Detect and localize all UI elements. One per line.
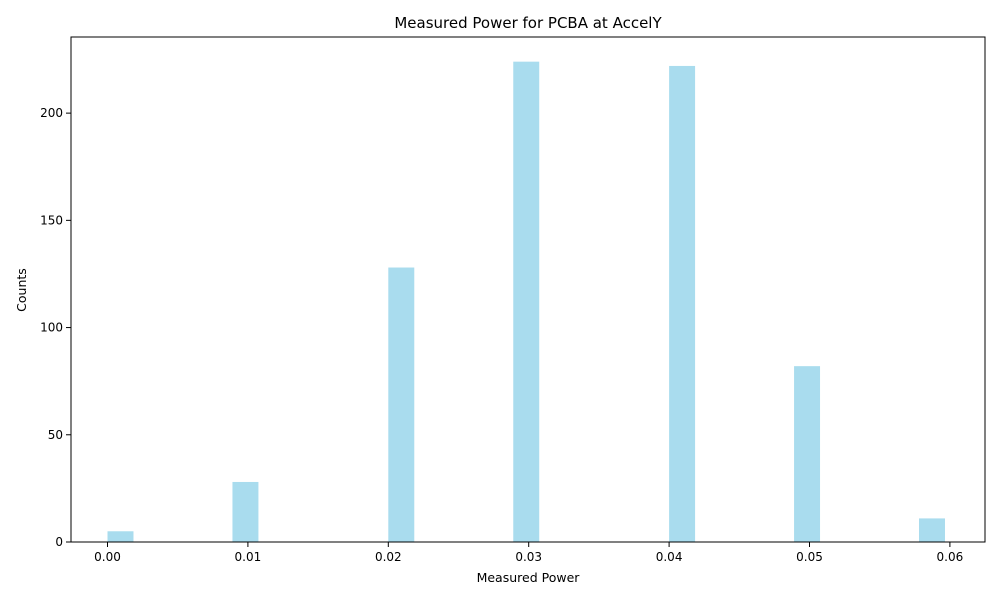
- bars: [107, 61, 945, 543]
- x-tick-label: 0.04: [656, 550, 683, 564]
- x-tick-label: 0.05: [796, 550, 823, 564]
- x-axis-ticks: 0.00 0.01 0.02 0.03 0.04 0.05 0.06: [94, 542, 963, 564]
- bar-5: [794, 366, 821, 542]
- x-axis-label: Measured Power: [477, 570, 581, 585]
- plot-frame: [70, 36, 986, 543]
- bar-4: [669, 65, 696, 543]
- x-tick-label: 0.03: [515, 550, 542, 564]
- y-tick-label: 50: [48, 428, 63, 442]
- bar-6: [919, 518, 945, 542]
- x-tick-label: 0.01: [235, 550, 262, 564]
- bar-1: [232, 481, 259, 542]
- y-tick-label: 200: [40, 106, 63, 120]
- y-axis-label: Counts: [14, 268, 29, 312]
- chart-title: Measured Power for PCBA at AccelY: [394, 14, 662, 32]
- bar-0: [107, 531, 134, 542]
- y-tick-label: 0: [55, 535, 63, 549]
- bar-2: [388, 267, 415, 542]
- y-tick-label: 150: [40, 213, 63, 227]
- x-tick-label: 0.06: [937, 550, 964, 564]
- x-tick-label: 0.00: [94, 550, 121, 564]
- x-tick-label: 0.02: [375, 550, 402, 564]
- y-tick-label: 100: [40, 321, 63, 335]
- y-axis-ticks: 0 50 100 150 200: [40, 106, 71, 549]
- bar-3: [513, 61, 540, 542]
